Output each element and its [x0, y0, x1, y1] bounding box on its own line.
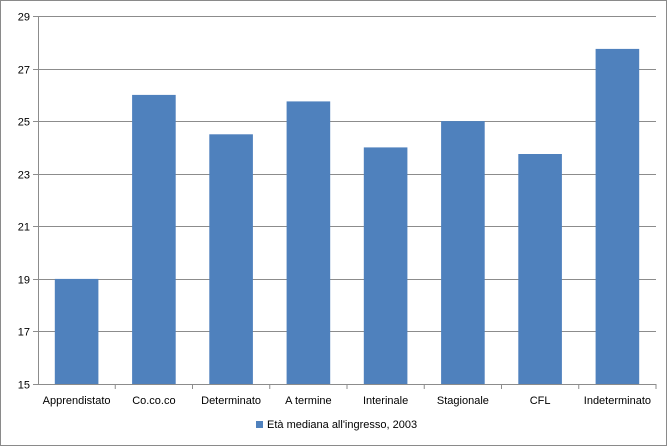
- legend: Età mediana all'ingresso, 2003: [256, 419, 417, 431]
- legend-label: Età mediana all'ingresso, 2003: [267, 419, 417, 431]
- bar: [54, 278, 99, 384]
- bar: [441, 121, 485, 384]
- axis-layer: 15 17 19 21 23 25 27 29 Apprendistato Co.co.co Det…: [18, 12, 657, 407]
- bar: [132, 94, 176, 385]
- bar: [363, 147, 408, 384]
- y-tick-label: 27: [18, 65, 30, 77]
- y-tick-label: 17: [18, 327, 30, 339]
- x-tick-label: Indeterminato: [584, 395, 651, 407]
- y-tick-label: 25: [18, 117, 30, 129]
- x-tick-label: Co.co.co: [132, 395, 175, 407]
- x-tick-label: Stagionale: [437, 395, 489, 407]
- x-tick-label: CFL: [530, 395, 551, 407]
- bars-layer: [54, 48, 640, 385]
- legend-swatch: [256, 421, 263, 428]
- y-tick-label: 15: [18, 380, 30, 392]
- bar: [595, 48, 640, 385]
- bar: [286, 101, 331, 385]
- x-tick-label: Apprendistato: [43, 395, 111, 407]
- grid-layer: [38, 16, 656, 385]
- x-tick-label: A termine: [285, 395, 331, 407]
- bar: [209, 134, 253, 384]
- x-tick-label: Interinale: [363, 395, 408, 407]
- y-tick-label: 29: [18, 12, 30, 24]
- y-tick-label: 21: [18, 222, 30, 234]
- bar: [518, 154, 562, 384]
- y-tick-label: 23: [18, 170, 30, 182]
- y-tick-label: 19: [18, 275, 30, 287]
- x-tick-label: Determinato: [201, 395, 261, 407]
